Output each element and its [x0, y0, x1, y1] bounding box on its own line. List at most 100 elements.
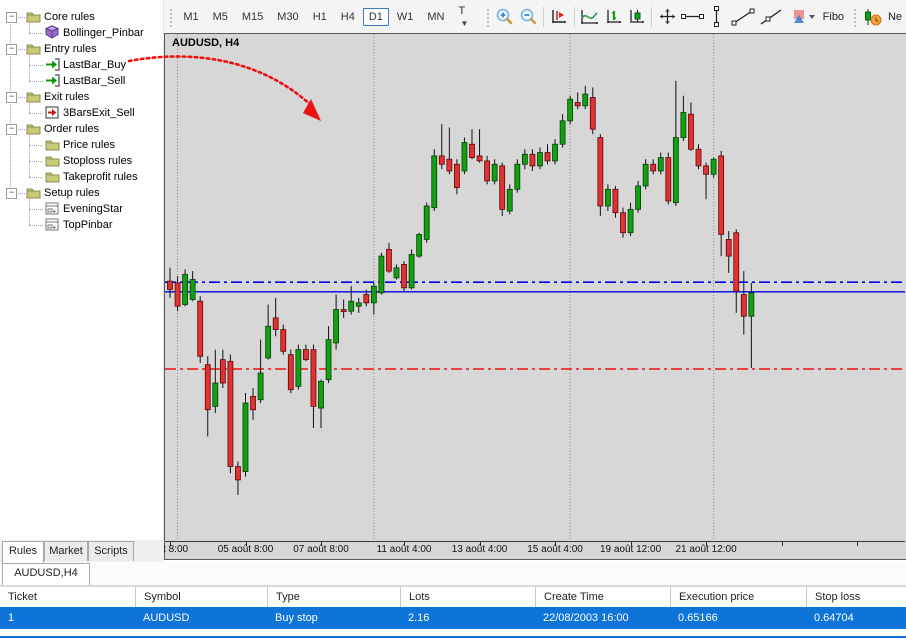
- axis-tick-label: 11 août 4:00: [376, 544, 432, 555]
- tab-scripts[interactable]: Scripts: [88, 541, 134, 561]
- column-header-create-time[interactable]: Create Time: [535, 587, 670, 607]
- table-cell: 0.64704: [814, 612, 854, 624]
- tree-item-eveningstar[interactable]: EveningStar: [45, 201, 123, 217]
- tree-item-price-rules[interactable]: Price rules: [45, 137, 115, 153]
- folder-icon: [26, 42, 41, 56]
- table-cell: 2.16: [408, 612, 430, 624]
- zoom-out-button[interactable]: [517, 5, 539, 29]
- tree-item-label: Order rules: [44, 123, 100, 135]
- toolbar-grip-icon[interactable]: [851, 6, 858, 27]
- bottom-tab-strip: Rules Market Scripts: [0, 540, 164, 563]
- window-icon: [45, 202, 60, 216]
- tree-item-label: Entry rules: [44, 43, 97, 55]
- axis-tick: [555, 542, 557, 546]
- folder-icon: [45, 154, 60, 168]
- timeframe-bar: M1 M5 M15 M30 H1 H4 D1 W1 MN: [176, 7, 451, 26]
- timeframe-button-mn[interactable]: MN: [427, 10, 445, 23]
- tree-item-label: Exit rules: [44, 91, 90, 103]
- zoom-in-button[interactable]: [494, 5, 516, 29]
- tab-audusd-h4[interactable]: AUDUSD,H4: [2, 563, 90, 585]
- tree-item-toppinbar[interactable]: TopPinbar: [45, 217, 113, 233]
- column-header-lots[interactable]: Lots: [400, 587, 535, 607]
- tree-guide-line: [16, 193, 25, 194]
- fibo-button[interactable]: Fibo: [822, 10, 845, 23]
- tree-item-lastbar-sell[interactable]: LastBar_Sell: [45, 73, 125, 89]
- tree-item-setup-rules[interactable]: Setup rules: [26, 185, 100, 201]
- shapes-button[interactable]: [786, 5, 818, 29]
- column-header-type[interactable]: Type: [267, 587, 400, 607]
- axis-tick: [170, 542, 171, 546]
- timeframe-button-m15[interactable]: M15: [241, 10, 264, 23]
- timeframe-button-w1[interactable]: W1: [396, 10, 414, 23]
- toolbar-separator: [543, 6, 544, 27]
- timeframe-button-m5[interactable]: M5: [212, 10, 228, 23]
- tree-guide-line: [29, 161, 43, 162]
- tree-item-core-rules[interactable]: Core rules: [26, 9, 95, 25]
- chart-symbol-label: AUDUSD, H4: [172, 37, 240, 49]
- tree-item-bollinger-pinbar[interactable]: Bollinger_Pinbar: [44, 25, 144, 41]
- column-header-symbol[interactable]: Symbol: [135, 587, 267, 607]
- axis-tick-label: 13 août 4:00: [451, 544, 508, 555]
- new-order-button[interactable]: [861, 5, 883, 29]
- tab-market[interactable]: Market: [44, 541, 88, 561]
- toolbar-grip-icon[interactable]: [483, 6, 490, 27]
- tick-chart-button[interactable]: [548, 5, 570, 29]
- tree-guide-line: [16, 49, 25, 50]
- vertical-line-button[interactable]: [706, 5, 728, 29]
- axis-tick-label: 05 août 8:00: [217, 544, 274, 555]
- axis-tick-label: 07 août 8:00: [293, 544, 349, 555]
- tree-item-label: Stoploss rules: [63, 155, 133, 167]
- tree-item-label: 3BarsExit_Sell: [63, 107, 135, 119]
- folder-icon: [26, 122, 41, 136]
- cube-icon: [44, 25, 60, 39]
- time-axis[interactable]: oût 8:00 05 août 8:00 07 août 8:00 11 août …: [152, 541, 905, 559]
- trendline-button[interactable]: [730, 5, 756, 29]
- orders-table: Ticket Symbol Type Lots Create Time Execution…: [0, 586, 906, 629]
- tree-guide-line: [16, 17, 25, 18]
- horizontal-line-button[interactable]: [680, 5, 705, 29]
- crosshair-button[interactable]: [656, 5, 678, 29]
- line-chart-button[interactable]: [579, 5, 601, 29]
- column-header-stop-loss[interactable]: Stop loss: [806, 587, 906, 607]
- tick-timeframe-button[interactable]: T▼: [458, 4, 469, 28]
- table-cell: 0.65166: [678, 612, 718, 624]
- axis-tick-label: 15 août 4:00: [527, 544, 583, 555]
- tree-guide-line: [29, 199, 30, 225]
- new-order-label[interactable]: Ne: [888, 10, 903, 23]
- candlestick-chart-button[interactable]: [626, 5, 648, 29]
- bar-chart-button[interactable]: [602, 5, 624, 29]
- tree-item-label: LastBar_Sell: [63, 75, 126, 87]
- timeframe-button-m30[interactable]: M30: [277, 10, 299, 23]
- table-row[interactable]: 1 AUDUSD Buy stop 2.16 22/08/2003 16:00 0.651…: [0, 607, 906, 629]
- timeframe-button-h1[interactable]: H1: [312, 10, 327, 23]
- tree-item-3barsexit-sell[interactable]: 3BarsExit_Sell: [45, 105, 135, 121]
- tree-item-label: Setup rules: [44, 187, 100, 199]
- column-header-execution-price[interactable]: Execution price: [670, 587, 806, 607]
- tree-guide-line: [29, 209, 43, 210]
- chart-toolbar: M1 M5 M15 M30 H1 H4 D1 W1 MN T▼: [164, 0, 906, 34]
- arrow-in-green-icon: [45, 58, 60, 72]
- window-icon: [45, 218, 60, 232]
- tree-guide-line: [16, 129, 25, 130]
- tree-item-entry-rules[interactable]: Entry rules: [26, 41, 97, 57]
- timeframe-button-h4[interactable]: H4: [340, 10, 355, 23]
- timeframe-button-d1[interactable]: D1: [362, 7, 389, 26]
- column-header-ticket[interactable]: Ticket: [8, 591, 37, 603]
- chart-panel: AUDUSD, H4 oût 8:00 05 août 8:00 07 août 8…: [152, 33, 906, 560]
- tree-item-order-rules[interactable]: Order rules: [26, 121, 99, 137]
- timeframe-button-m1[interactable]: M1: [183, 10, 199, 23]
- chart-plot-area[interactable]: AUDUSD, H4: [165, 34, 905, 540]
- trendline-by-angle-button[interactable]: [758, 5, 784, 29]
- tree-item-label: Bollinger_Pinbar: [63, 27, 144, 39]
- tree-item-lastbar-buy[interactable]: LastBar_Buy: [45, 57, 126, 73]
- toolbar-grip-icon[interactable]: [167, 6, 174, 27]
- tree-item-label: TopPinbar: [63, 219, 113, 231]
- axis-tick-label: oût 8:00: [151, 544, 189, 555]
- tree-guide-line: [16, 97, 25, 98]
- tree-item-stoploss-rules[interactable]: Stoploss rules: [45, 153, 132, 169]
- tree-item-exit-rules[interactable]: Exit rules: [26, 89, 89, 105]
- tree-guide-line: [29, 23, 30, 33]
- tab-rules[interactable]: Rules: [2, 541, 44, 563]
- tree-item-takeprofit-rules[interactable]: Takeprofit rules: [45, 169, 138, 185]
- arrow-in-green-icon: [45, 74, 60, 88]
